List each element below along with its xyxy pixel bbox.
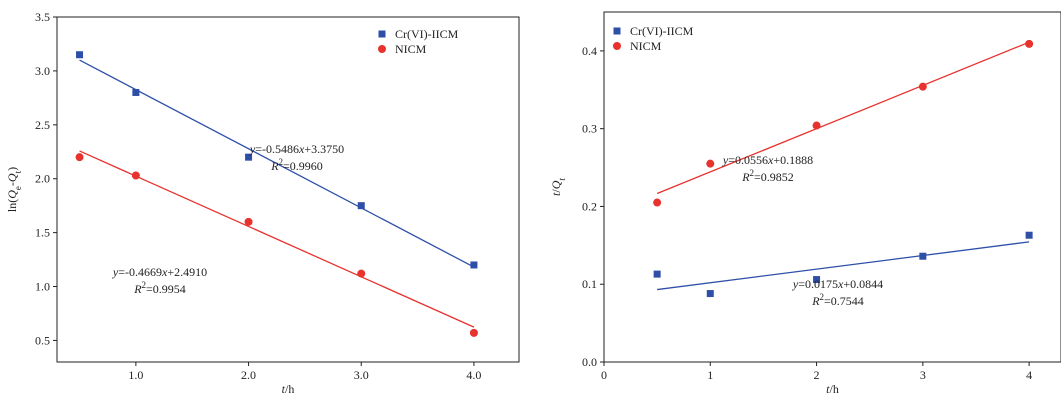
data-point — [1025, 231, 1033, 239]
fit-r-squared: R2=0.9852 — [741, 168, 794, 184]
y-axis-label: t/Qt — [549, 178, 567, 196]
x-tick-label: 4.0 — [466, 368, 481, 382]
x-tick-label: 1.0 — [128, 368, 143, 382]
x-axis-label: t/h — [282, 382, 295, 396]
data-point — [469, 328, 478, 337]
data-point — [76, 51, 84, 59]
legend-marker — [378, 30, 386, 38]
x-tick-label: 2.0 — [241, 368, 256, 382]
x-tick-label: 0 — [601, 368, 607, 382]
right-plot-frame — [603, 11, 1061, 363]
fit-equation: y=0.0556x+0.1888 — [722, 153, 813, 167]
y-tick-label: 1.5 — [35, 226, 50, 240]
x-axis-label: t/h — [826, 382, 839, 396]
fit-equation: y=-0.5486x+3.3750 — [249, 142, 344, 156]
legend-marker — [613, 27, 621, 35]
data-point — [245, 153, 253, 161]
legend-label: Cr(VI)-IICM — [630, 24, 694, 38]
data-point — [918, 82, 927, 91]
x-tick-label: 4 — [1026, 368, 1032, 382]
x-tick-label: 2 — [814, 368, 820, 382]
data-point — [244, 217, 253, 226]
data-point — [919, 252, 927, 260]
data-point — [75, 153, 84, 162]
y-axis-label: ln(Qe-Qt) — [5, 167, 23, 212]
legend-marker — [378, 45, 386, 53]
data-point — [706, 290, 714, 298]
fit-line — [79, 59, 475, 268]
right-chart-pseudo-second-order: 0 1 2 3 4 0.0 0.1 0.2 0.3 0.4 t/h t/Qt y=0.0175x+0.0… — [549, 11, 1061, 396]
legend-label: NICM — [630, 39, 662, 53]
y-tick-label: 2.5 — [35, 118, 50, 132]
data-point — [653, 270, 661, 278]
data-point — [706, 159, 715, 168]
y-tick-label: 0.4 — [582, 44, 597, 58]
fit-r-squared: R2=0.7544 — [811, 292, 864, 308]
y-tick-label: 1.0 — [35, 280, 50, 294]
y-tick-label: 0.2 — [582, 199, 597, 213]
legend-label: Cr(VI)-IICM — [395, 27, 459, 41]
data-point — [132, 88, 140, 96]
y-tick-label: 0.5 — [35, 333, 50, 347]
data-point — [131, 171, 140, 180]
y-tick-label: 0.0 — [582, 355, 597, 369]
fit-r-squared: R2=0.9960 — [270, 157, 323, 173]
fit-equation: y=-0.4669x+2.4910 — [112, 265, 207, 279]
x-tick-label: 3.0 — [354, 368, 369, 382]
y-tick-label: 3.0 — [35, 64, 50, 78]
fit-line — [79, 150, 475, 328]
fit-equation: y=0.0175x+0.0844 — [792, 277, 883, 291]
data-point — [813, 276, 821, 284]
data-point — [1025, 39, 1034, 48]
legend-marker — [613, 42, 621, 50]
y-tick-label: 0.1 — [582, 277, 597, 291]
data-point — [357, 269, 366, 278]
x-tick-label: 1 — [707, 368, 713, 382]
fit-line — [656, 41, 1030, 195]
y-tick-label: 0.3 — [582, 122, 597, 136]
y-tick-label: 3.5 — [35, 10, 50, 24]
x-tick-label: 3 — [920, 368, 926, 382]
fit-r-squared: R2=0.9954 — [133, 280, 186, 296]
data-point — [357, 202, 365, 210]
left-plot-frame — [56, 16, 520, 363]
data-point — [812, 121, 821, 130]
fit-line — [657, 241, 1030, 291]
left-chart-pseudo-first-order: 1.0 2.0 3.0 4.0 0.5 1.0 1.5 2.0 2.5 3.0 3.5 t/h ln(Q… — [5, 10, 520, 396]
data-point — [470, 261, 478, 269]
legend-label: NICM — [395, 42, 427, 56]
y-tick-label: 2.0 — [35, 172, 50, 186]
data-point — [653, 198, 662, 207]
